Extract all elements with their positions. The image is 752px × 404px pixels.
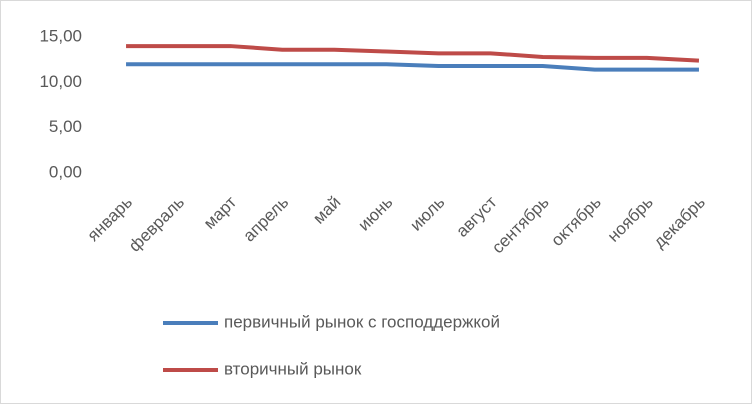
y-tick-label: 5,00 [49,117,82,136]
series-line [126,62,699,72]
y-tick-label: 15,00 [39,26,82,45]
legend-label: вторичный рынок [224,359,362,378]
y-tick-label: 0,00 [49,162,82,181]
y-tick-label: 10,00 [39,72,82,91]
legend-label: первичный рынок с господдержкой [224,312,500,331]
series-line [126,44,700,63]
